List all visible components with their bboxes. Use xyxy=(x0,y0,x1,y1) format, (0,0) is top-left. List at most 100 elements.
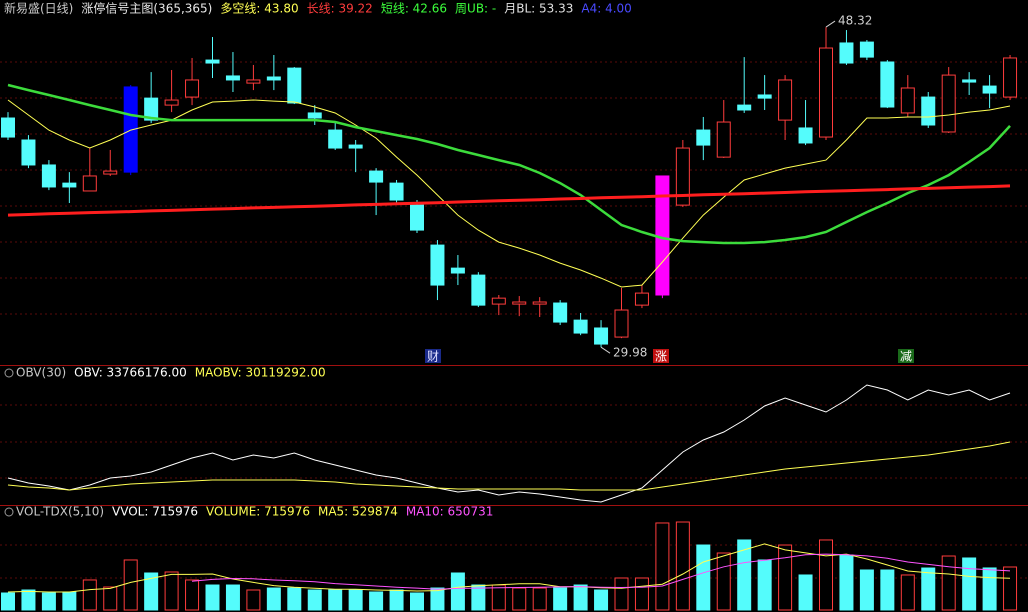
panel-title: OBV(30) xyxy=(16,366,66,380)
volume-bar xyxy=(246,589,261,611)
candle-body xyxy=(675,147,690,206)
candle-body xyxy=(1003,57,1018,98)
candle-body xyxy=(941,74,956,133)
volume-bar xyxy=(696,544,711,611)
legend-text: MA10: 650731 xyxy=(406,505,494,519)
legend-text: OBV: 33766176.00 xyxy=(74,366,187,380)
candle-body xyxy=(246,79,261,84)
candle-body xyxy=(103,170,118,175)
legend-text: MA5: 529874 xyxy=(318,505,398,519)
candle-body xyxy=(982,85,997,94)
volume-bar xyxy=(62,591,77,611)
candle-body xyxy=(225,75,240,81)
volume-bar xyxy=(716,552,731,611)
legend-text: 长线: 39.22 xyxy=(307,2,373,16)
candle-body xyxy=(389,182,404,201)
volume-bar xyxy=(573,584,588,611)
candle-body xyxy=(778,79,793,121)
candle-body xyxy=(328,129,343,149)
volume-bar xyxy=(328,589,343,611)
volume-bar xyxy=(921,567,936,611)
candle-body xyxy=(307,112,322,119)
legend-text: 周UB: - xyxy=(455,2,496,16)
candle-body xyxy=(266,76,281,81)
candle-body xyxy=(900,87,915,114)
annotation-label: 29.98 xyxy=(613,346,647,360)
volume-bar xyxy=(737,539,752,611)
panel-icon xyxy=(4,507,14,517)
volume-bar xyxy=(103,586,118,611)
candle-body xyxy=(205,59,220,64)
volume-bar xyxy=(450,572,465,611)
candle-body xyxy=(123,86,138,173)
volume-bar xyxy=(21,589,36,611)
signal-label: 涨 xyxy=(655,349,667,364)
volume-bar xyxy=(471,584,486,611)
annotation-label: 48.32 xyxy=(838,14,872,28)
volume-bar xyxy=(491,584,506,611)
candle-body xyxy=(798,127,813,144)
candle-body xyxy=(348,144,363,149)
series-line xyxy=(7,384,1011,503)
volume-bar xyxy=(82,579,97,611)
legend-text: 月BL: 53.33 xyxy=(504,2,573,16)
series-line xyxy=(7,184,1011,217)
legend-text: A4: 4.00 xyxy=(581,2,631,16)
panel-icon xyxy=(4,368,14,378)
volume-bar xyxy=(348,589,363,611)
volume-bar xyxy=(389,589,404,611)
panel-subtitle: 涨停信号主图(365,365) xyxy=(81,1,212,16)
volume-bar xyxy=(553,587,568,611)
volume-bar xyxy=(880,569,895,611)
candle-body xyxy=(185,79,200,98)
grid xyxy=(0,61,1028,579)
volume-bar xyxy=(757,559,772,611)
signal-badge xyxy=(425,349,441,363)
volume-bar xyxy=(675,521,690,611)
volume-bar xyxy=(594,589,609,611)
volume-bar xyxy=(369,591,384,611)
volume-bar xyxy=(144,572,159,611)
candle-body xyxy=(859,41,874,58)
annotation-arrow xyxy=(600,346,611,354)
candle-body xyxy=(491,297,506,305)
candle-body xyxy=(737,104,752,111)
candle-body xyxy=(716,121,731,158)
volume-bar xyxy=(1,592,15,611)
candle-body xyxy=(532,301,547,305)
candle-body xyxy=(921,96,936,126)
candle-body xyxy=(634,292,649,306)
volume-bar xyxy=(512,587,527,611)
legend-text: VOLUME: 715976 xyxy=(206,505,310,519)
signal-label: 减 xyxy=(900,350,912,364)
candle-body xyxy=(553,302,568,323)
legend-text: 多空线: 43.80 xyxy=(220,2,298,16)
candle-body xyxy=(369,170,384,183)
volume-bar xyxy=(164,571,179,611)
candle-body xyxy=(430,244,445,286)
candle-body xyxy=(144,97,159,121)
volume-bar xyxy=(307,589,322,611)
candle-body xyxy=(614,309,629,338)
candle-body xyxy=(287,67,302,104)
candle-body xyxy=(21,139,36,166)
signal-badge xyxy=(653,349,669,363)
volume-bar xyxy=(839,554,854,611)
candle-body xyxy=(839,42,854,64)
volume-bar xyxy=(634,577,649,611)
legend-text: 短线: 42.66 xyxy=(381,2,447,16)
candle-body xyxy=(410,204,424,231)
candle-body xyxy=(82,175,97,192)
volume-bar xyxy=(778,544,793,611)
volume-bar xyxy=(900,574,915,611)
volume-bar xyxy=(287,587,302,611)
candle-body xyxy=(1,117,15,138)
volume-bar xyxy=(614,577,629,611)
candle-body xyxy=(164,99,179,106)
volume-bar xyxy=(225,584,240,611)
candle-body xyxy=(450,267,465,274)
volume-bar xyxy=(410,592,424,611)
signal-label: 财 xyxy=(427,350,439,364)
series-line xyxy=(7,99,1011,288)
